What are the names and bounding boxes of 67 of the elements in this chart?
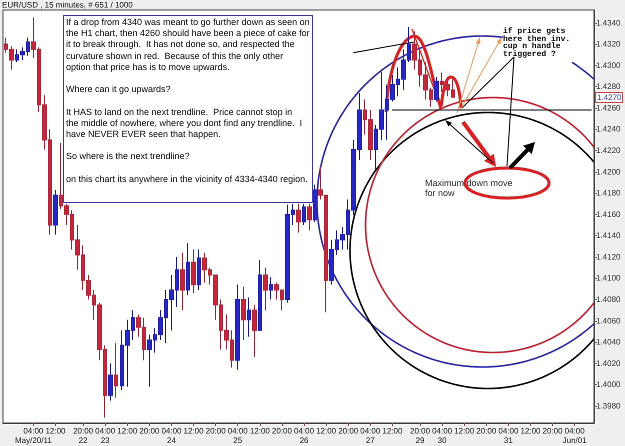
x-tick-label: 04:00 Jun/01 xyxy=(562,426,588,445)
candlestick xyxy=(434,76,439,102)
y-tick-label: 1.4160 xyxy=(596,210,622,219)
x-tick-label: 12:00 xyxy=(520,426,542,436)
x-tick-label: 04:00 26 xyxy=(294,426,315,445)
y-tick-label: 1.3980 xyxy=(596,401,622,410)
y-tick-label: 1.4200 xyxy=(596,167,622,176)
x-tick-label: 20:00 xyxy=(139,426,160,436)
x-tick-label: 04:00 24 xyxy=(161,426,182,445)
candlestick xyxy=(307,203,312,231)
candlestick xyxy=(296,203,301,233)
x-tick-label: 20:00 29 xyxy=(410,426,431,445)
y-tick-label: 1.4240 xyxy=(596,124,622,134)
annotation: if price gets here then inv. cup n handle triggered ? xyxy=(503,27,570,59)
candlestick xyxy=(186,242,190,296)
x-tick-label: 04:00 31 xyxy=(498,426,519,445)
candlestick xyxy=(191,248,196,294)
x-tick-label: 12:00 xyxy=(316,426,337,436)
candlestick xyxy=(252,304,257,358)
y-tick-label: 1.4100 xyxy=(596,274,622,283)
x-tick-label: 20:00 xyxy=(206,426,226,436)
candlestick xyxy=(241,286,246,340)
x-tick-label: 20:00 xyxy=(272,426,292,436)
candlestick xyxy=(269,276,273,300)
x-tick-label: 04:00 27 xyxy=(360,426,381,445)
x-tick-label: 20:00 xyxy=(542,426,564,436)
y-tick-label: 1.4180 xyxy=(596,188,622,198)
annotation: Maximum down move for now xyxy=(425,178,513,198)
candlestick xyxy=(302,203,306,226)
x-tick-label: 12:00 xyxy=(382,426,403,436)
chart-title: EUR/USD , 15 minutes, # 651 / 1000 xyxy=(2,0,134,10)
y-tick-label: 1.4120 xyxy=(596,252,622,262)
candlestick xyxy=(180,252,185,311)
candlestick xyxy=(258,260,262,331)
annotation: 1.4270 xyxy=(595,92,624,103)
y-tick-label: 1.4260 xyxy=(596,103,622,112)
y-tick-label: 1.4080 xyxy=(596,295,622,304)
y-tick-label: 1.4000 xyxy=(596,380,622,390)
y-tick-label: 1.4060 xyxy=(596,316,622,326)
y-tick-label: 1.4140 xyxy=(596,231,622,240)
x-tick-label: 20:00 xyxy=(338,426,359,436)
candlestick xyxy=(247,296,251,338)
candlestick xyxy=(108,362,113,402)
y-tick-label: 1.4040 xyxy=(596,338,622,347)
y-tick-label: 1.4220 xyxy=(596,146,622,156)
x-tick-label: 04:00 30 xyxy=(432,426,453,445)
y-tick-label: 1.4020 xyxy=(596,358,622,368)
x-tick-label: 12:00 xyxy=(117,426,138,436)
candlestick xyxy=(235,284,240,370)
candlestick xyxy=(53,189,58,236)
x-tick-label: 12:00 xyxy=(184,426,204,436)
x-tick-label: 20:00 22 xyxy=(73,426,94,445)
candlestick xyxy=(114,342,118,398)
x-tick-label: 12:00 xyxy=(250,426,270,436)
x-tick-label: 04:00 25 xyxy=(228,426,248,445)
y-tick-label: 1.4320 xyxy=(596,40,622,49)
text: If a drop from 4340 was meant to go further down as seen on the H1 chart, then 4260 should have been a piece of cake for it to break through. It has not done so, and respected the curvature shown in red. Because of this the only other option that price has is to move upwards. Where can it go upwards? It HAS to land on the next trendline. Price cannot stop in the middle of nowhere, where you dont find any trendline. I have NEVER EVER seen that happen. So where is the next trendline? on this chart its anywhere in the vicinity of 4334-4340 region. xyxy=(66,17,310,184)
x-tick-label: 12:00 xyxy=(45,426,66,436)
x-tick-label: 20:00 xyxy=(476,426,497,436)
candlestick xyxy=(313,184,317,222)
y-tick-label: 1.4280 xyxy=(596,82,622,92)
candlestick xyxy=(263,267,268,311)
y-tick-label: 1.4300 xyxy=(596,60,622,70)
x-tick-label: 12:00 xyxy=(454,426,475,436)
x-tick-label: 04:00 23 xyxy=(95,426,116,445)
candlestick xyxy=(197,248,201,290)
y-tick-label: 1.4340 xyxy=(596,18,622,28)
